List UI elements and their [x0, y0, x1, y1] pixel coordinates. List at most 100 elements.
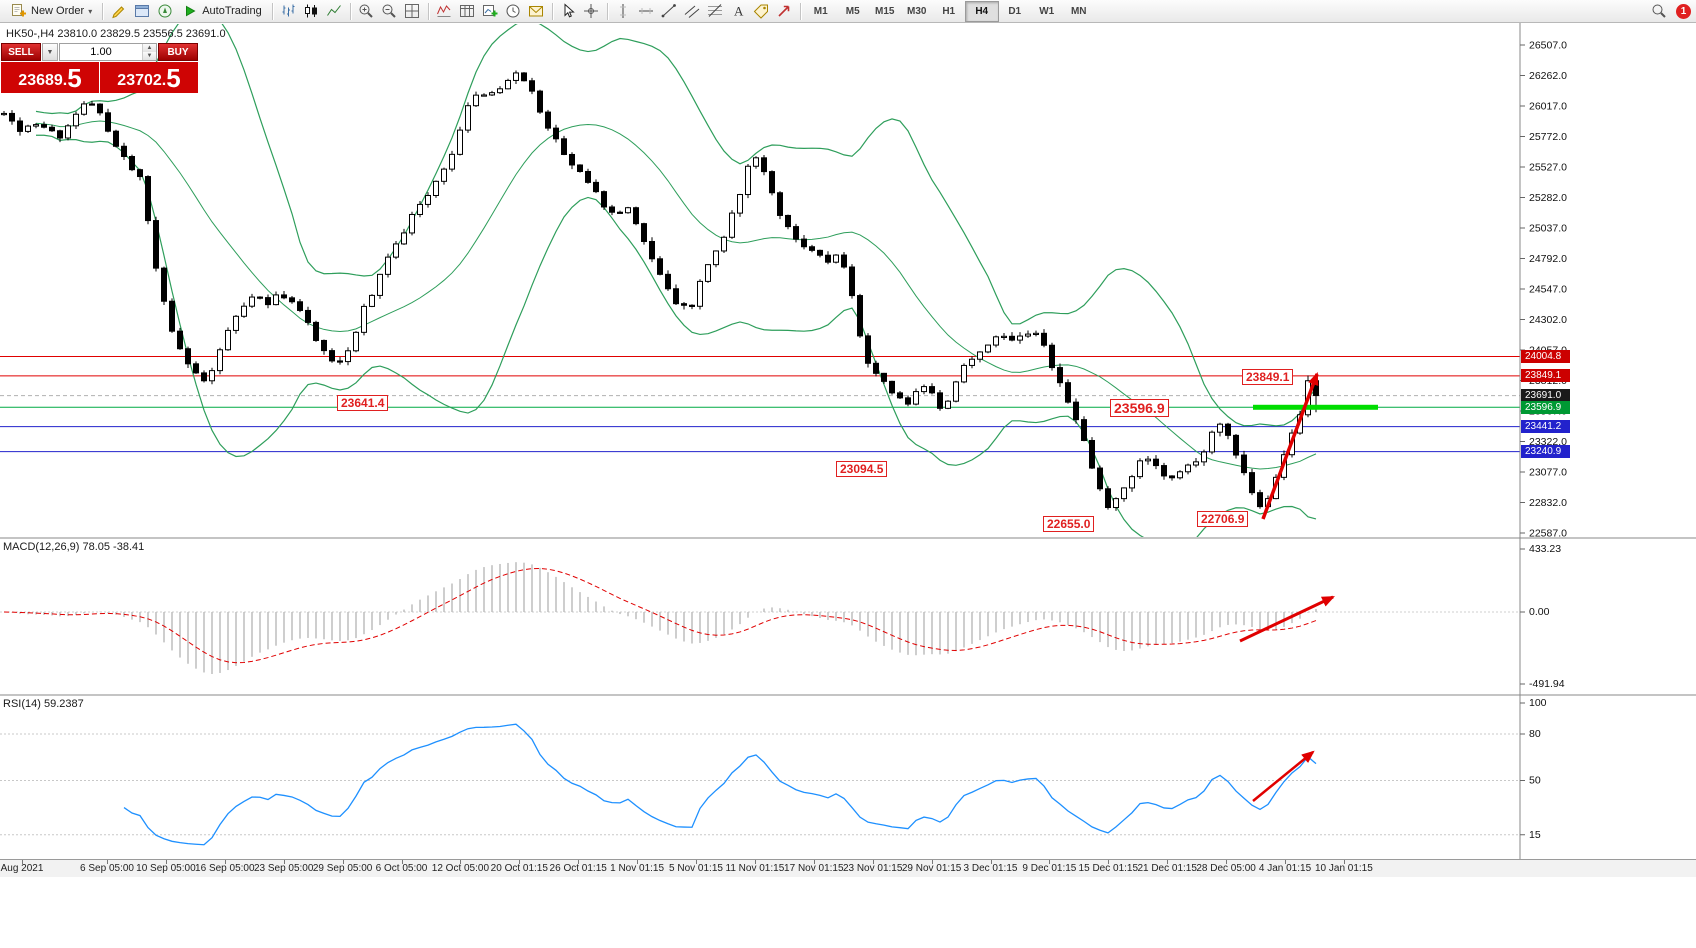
- toolbar-separator: [427, 2, 429, 20]
- time-axis-tick: [22, 860, 23, 864]
- time-axis-tick: [107, 860, 108, 864]
- autotrading-button[interactable]: AutoTrading: [176, 1, 268, 21]
- cursor-icon[interactable]: [557, 1, 580, 21]
- time-axis-label: 16 Sep 05:00: [195, 863, 255, 874]
- price-callout[interactable]: 22655.0: [1043, 516, 1095, 532]
- svg-text:25282.0: 25282.0: [1529, 192, 1567, 204]
- ask-price-display[interactable]: 23702. 5: [100, 62, 198, 93]
- one-click-trading-panel: SELL ▼ ▲ ▼ BUY 23689.5 23702.5: [1, 43, 198, 93]
- zoom-in-icon[interactable]: [355, 1, 378, 21]
- new-chart-icon[interactable]: [479, 1, 502, 21]
- time-axis-tick: [696, 860, 697, 864]
- bar-chart-icon[interactable]: [277, 1, 300, 21]
- search-icon[interactable]: [1647, 1, 1670, 21]
- time-axis-label: 15 Dec 01:15: [1078, 863, 1139, 874]
- clock-icon[interactable]: [502, 1, 525, 21]
- time-axis-tick: [283, 860, 285, 864]
- trendline-icon[interactable]: [658, 1, 681, 21]
- volume-spin-up-button[interactable]: ▲: [143, 44, 156, 52]
- macd-indicator-label: MACD(12,26,9) 78.05 -38.41: [3, 541, 145, 553]
- sell-dropdown-button[interactable]: ▼: [42, 43, 58, 61]
- toolbar-separator: [551, 2, 553, 20]
- timeframe-h1-button[interactable]: H1: [942, 5, 956, 17]
- price-callout[interactable]: 22706.9: [1197, 511, 1249, 527]
- candlestick-chart-icon[interactable]: [300, 1, 323, 21]
- text-icon[interactable]: A: [727, 1, 750, 21]
- bid-price-big-digit: 5: [67, 63, 82, 93]
- volume-spin-down-button[interactable]: ▼: [143, 52, 156, 60]
- time-axis-tick: [1343, 860, 1345, 864]
- ask-price-big-digit: 5: [166, 63, 181, 93]
- templates-icon[interactable]: [525, 1, 548, 21]
- time-axis-tick: [1167, 860, 1169, 864]
- time-axis-tick: [519, 860, 521, 864]
- volume-input[interactable]: [60, 44, 142, 60]
- timeframe-mn-button[interactable]: MN: [1070, 5, 1087, 17]
- vertical-line-icon[interactable]: [612, 1, 635, 21]
- svg-text:25772.0: 25772.0: [1529, 131, 1567, 143]
- svg-text:0.00: 0.00: [1529, 606, 1550, 618]
- price-axis[interactable]: [1521, 23, 1696, 859]
- metaeditor-icon[interactable]: [107, 1, 130, 21]
- label-icon[interactable]: [750, 1, 773, 21]
- timeframe-d1-button[interactable]: D1: [1008, 5, 1022, 17]
- price-callout[interactable]: 23596.9: [1110, 399, 1169, 417]
- horizontal-line-icon[interactable]: [635, 1, 658, 21]
- timeframe-h4-button[interactable]: H4: [964, 0, 999, 22]
- time-axis-tick: [990, 860, 992, 864]
- time-axis-label: 28 Dec 05:00: [1196, 863, 1256, 874]
- zoom-out-icon[interactable]: [378, 1, 401, 21]
- time-axis[interactable]: Aug 2021 6 Sep 05:00 10 Sep 05:00 16 Sep 05…: [0, 859, 1696, 877]
- chart-ohlc-title: HK50-,H4 23810.0 23829.5 23556.5 23691.0: [6, 28, 226, 40]
- time-axis-tick: [931, 860, 933, 864]
- profiles-icon[interactable]: [130, 1, 153, 21]
- navigator-icon[interactable]: [153, 1, 176, 21]
- price-callout[interactable]: 23641.4: [337, 395, 389, 411]
- svg-text:24792.0: 24792.0: [1529, 253, 1567, 265]
- svg-text:25527.0: 25527.0: [1529, 162, 1567, 174]
- svg-text:433.23: 433.23: [1529, 543, 1561, 555]
- notification-badge[interactable]: 1: [1676, 3, 1691, 19]
- new-order-button[interactable]: New Order ▾: [5, 1, 98, 21]
- price-callout[interactable]: 23094.5: [836, 461, 888, 477]
- svg-text:100: 100: [1529, 697, 1547, 709]
- time-axis-label: 26 Oct 01:15: [549, 863, 607, 874]
- time-axis-label: 21 Dec 01:15: [1137, 863, 1197, 874]
- price-axis-flag: 24004.8: [1521, 350, 1570, 363]
- indicators-icon[interactable]: [433, 1, 456, 21]
- time-axis-label: 11 Nov 01:15: [725, 863, 785, 874]
- channel-icon[interactable]: [681, 1, 704, 21]
- arrows-icon[interactable]: [773, 1, 796, 21]
- crosshair-icon[interactable]: [580, 1, 603, 21]
- price-callout[interactable]: 23849.1: [1242, 369, 1294, 385]
- buy-button[interactable]: BUY: [158, 43, 198, 61]
- time-axis-tick: [872, 860, 874, 864]
- new-order-icon: [11, 3, 27, 19]
- timeframe-w1-button[interactable]: W1: [1039, 5, 1055, 17]
- timeframe-m5-button[interactable]: M5: [845, 5, 860, 17]
- bid-price-display[interactable]: 23689. 5: [1, 62, 99, 93]
- rsi-indicator-label: RSI(14) 59.2387: [3, 698, 84, 710]
- line-chart-icon[interactable]: [323, 1, 346, 21]
- time-axis-label: 23 Sep 05:00: [253, 863, 314, 874]
- price-axis-flag: 23849.1: [1521, 369, 1570, 383]
- toolbar-separator: [799, 2, 801, 20]
- periods-icon[interactable]: [456, 1, 479, 21]
- sell-button[interactable]: SELL: [1, 43, 41, 61]
- fibonacci-icon[interactable]: [704, 1, 727, 21]
- price-axis-flag: 23691.0: [1521, 389, 1570, 403]
- svg-text:24547.0: 24547.0: [1529, 284, 1567, 296]
- timeframe-m15-button[interactable]: M15: [875, 5, 895, 17]
- time-axis-tick: [460, 860, 462, 864]
- time-axis-tick: [165, 860, 167, 864]
- tile-windows-icon[interactable]: [401, 1, 424, 21]
- volume-spinner: ▲ ▼: [142, 44, 156, 60]
- svg-text:15: 15: [1529, 829, 1541, 841]
- timeframe-m1-button[interactable]: M1: [813, 5, 828, 17]
- time-axis-tick: [578, 860, 580, 864]
- svg-text:A: A: [734, 4, 744, 19]
- time-axis-label: Aug 2021: [0, 863, 44, 874]
- time-axis-tick: [813, 860, 815, 864]
- timeframe-m30-button[interactable]: M30: [907, 5, 927, 17]
